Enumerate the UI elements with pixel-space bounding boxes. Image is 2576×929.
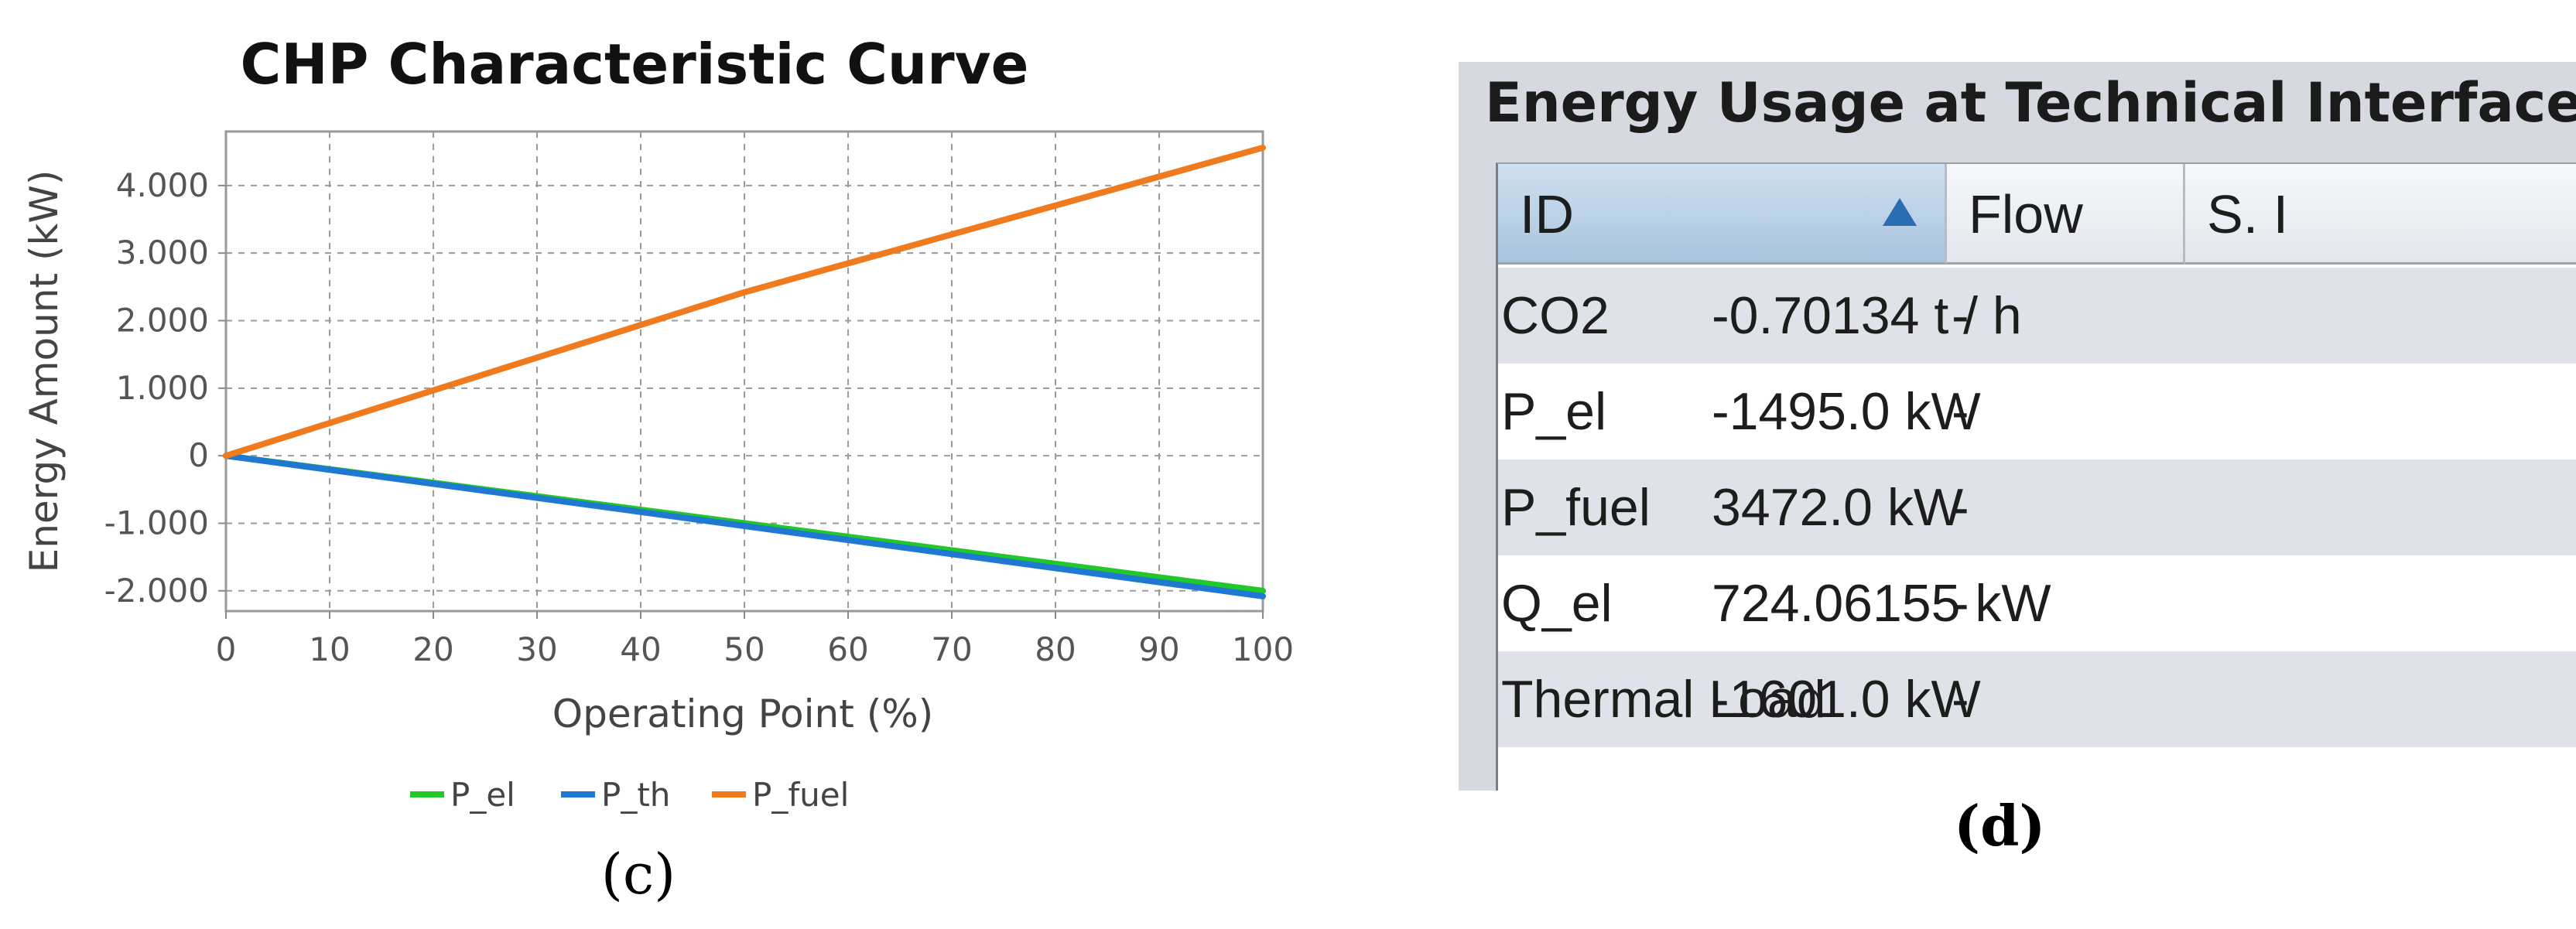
sort-ascending-icon (1883, 198, 1917, 226)
cell-s: - (1952, 670, 1969, 729)
cell-s: - (1952, 286, 1969, 345)
cell-flow: 724.06155 kW (1712, 574, 2051, 633)
chart-legend: P_el P_th P_fuel (410, 776, 849, 814)
y-tick-label: 1.000 (116, 369, 209, 407)
series-lines (223, 144, 1266, 599)
chp-characteristic-chart: CHP Characteristic Curve 0 10 20 30 40 50 60 70… (22, 32, 1294, 907)
table-header-row: ID Flow S. I (1498, 164, 2576, 268)
x-tick-label: 40 (620, 630, 661, 668)
table-row[interactable]: Thermal Load -1601.0 kW - (1498, 651, 2576, 747)
x-tick-label: 80 (1035, 630, 1076, 668)
figure-caption-c: (c) (601, 842, 676, 907)
x-tick-label: 60 (827, 630, 868, 668)
cell-id: Q_el (1501, 574, 1613, 633)
figure-caption-d-text: (d) (1954, 793, 2046, 859)
x-tick-label: 30 (516, 630, 557, 668)
table-row[interactable]: P_fuel 3472.0 kW - (1498, 459, 2576, 555)
energy-usage-panel: Energy Usage at Technical Interfaces ID … (1459, 62, 2576, 791)
x-tick-label: 70 (931, 630, 972, 668)
axis-ticks: 0 10 20 30 40 50 60 70 80 90 100 -2.000 -1.000 0 1.000… (104, 166, 1294, 668)
column-header-s-label: S. I (2207, 184, 2289, 244)
x-tick-label: 0 (216, 630, 237, 668)
cell-flow: -0.70134 t / h (1712, 286, 2022, 345)
cell-s: - (1952, 574, 1969, 633)
x-tick-label: 100 (1232, 630, 1294, 668)
x-tick-label: 50 (724, 630, 765, 668)
cell-flow: 3472.0 kW (1712, 478, 1964, 537)
series-line-p-th (223, 453, 1266, 599)
energy-usage-table: ID Flow S. I CO2 -0.70134 t / h - P_el -… (1496, 162, 2576, 791)
y-tick-label: -1.000 (104, 504, 209, 541)
y-tick-label: -2.000 (104, 572, 209, 610)
column-header-id-label: ID (1520, 184, 1574, 244)
table-row[interactable]: Q_el 724.06155 kW - (1498, 555, 2576, 651)
cell-s: - (1952, 382, 1969, 441)
panel-title: Energy Usage at Technical Interfaces (1485, 71, 2576, 135)
chart-title: CHP Characteristic Curve (241, 32, 1029, 97)
table-row[interactable]: P_el -1495.0 kW - (1498, 364, 2576, 459)
column-header-id[interactable]: ID (1498, 164, 1947, 265)
legend-label-p-th: P_th (601, 776, 670, 814)
column-header-flow-label: Flow (1969, 184, 2083, 244)
cell-id: CO2 (1501, 286, 1610, 345)
grid-lines (225, 131, 1264, 611)
column-header-flow[interactable]: Flow (1947, 164, 2185, 265)
x-tick-label: 90 (1138, 630, 1179, 668)
legend-label-p-el: P_el (450, 776, 515, 814)
cell-flow: -1495.0 kW (1712, 382, 1981, 441)
x-tick-label: 10 (309, 630, 350, 668)
cell-s: - (1952, 478, 1969, 537)
y-axis-label: Energy Amount (kW) (22, 170, 67, 573)
x-tick-label: 20 (412, 630, 453, 668)
cell-id: Thermal Load (1501, 670, 1826, 729)
cell-id: P_fuel (1501, 478, 1651, 537)
cell-flow: -1601.0 kW (1712, 670, 1981, 729)
y-tick-label: 3.000 (116, 234, 209, 272)
figure-caption-d: (d) (1954, 793, 2045, 859)
y-tick-label: 4.000 (116, 166, 209, 204)
y-tick-label: 0 (188, 436, 209, 474)
series-line-p-fuel (223, 144, 1266, 459)
table-row[interactable]: CO2 -0.70134 t / h - (1498, 268, 2576, 364)
cell-id: P_el (1501, 382, 1607, 441)
y-tick-label: 2.000 (116, 302, 209, 340)
column-header-s[interactable]: S. I (2185, 164, 2576, 265)
legend-label-p-fuel: P_fuel (752, 776, 849, 814)
x-axis-label: Operating Point (%) (552, 692, 933, 736)
